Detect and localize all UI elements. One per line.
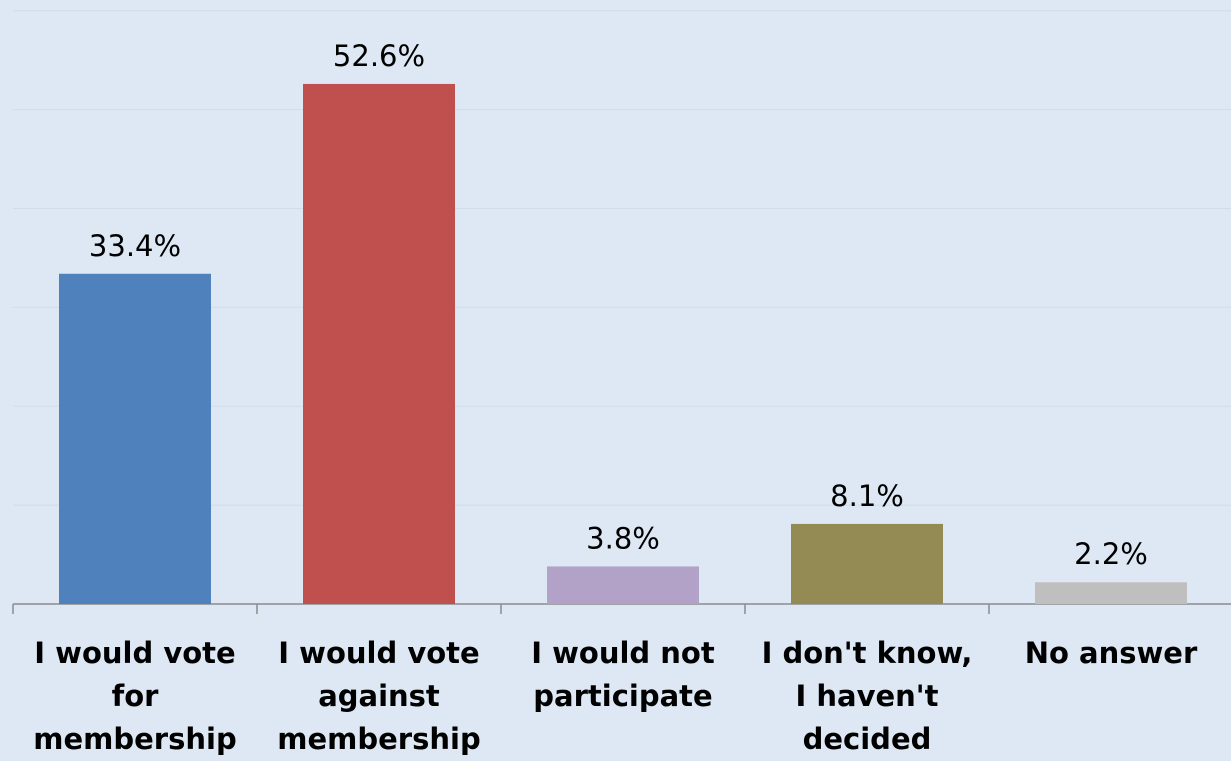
category-label: I would vote for membership (33, 636, 237, 756)
category-label: I would vote against membership (277, 636, 481, 756)
data-label: 2.2% (1074, 537, 1148, 571)
bar (59, 273, 211, 604)
category-label: I would not participate (531, 636, 715, 713)
bar (1035, 582, 1187, 604)
data-label: 3.8% (586, 521, 660, 555)
category-label: I don't know, I haven't decided (761, 636, 973, 756)
bar (303, 83, 455, 605)
data-label: 8.1% (830, 479, 904, 513)
data-label: 52.6% (333, 39, 425, 73)
bar (791, 523, 943, 604)
data-label: 33.4% (89, 229, 181, 263)
bar (547, 566, 699, 604)
category-label: No answer (1024, 636, 1198, 670)
